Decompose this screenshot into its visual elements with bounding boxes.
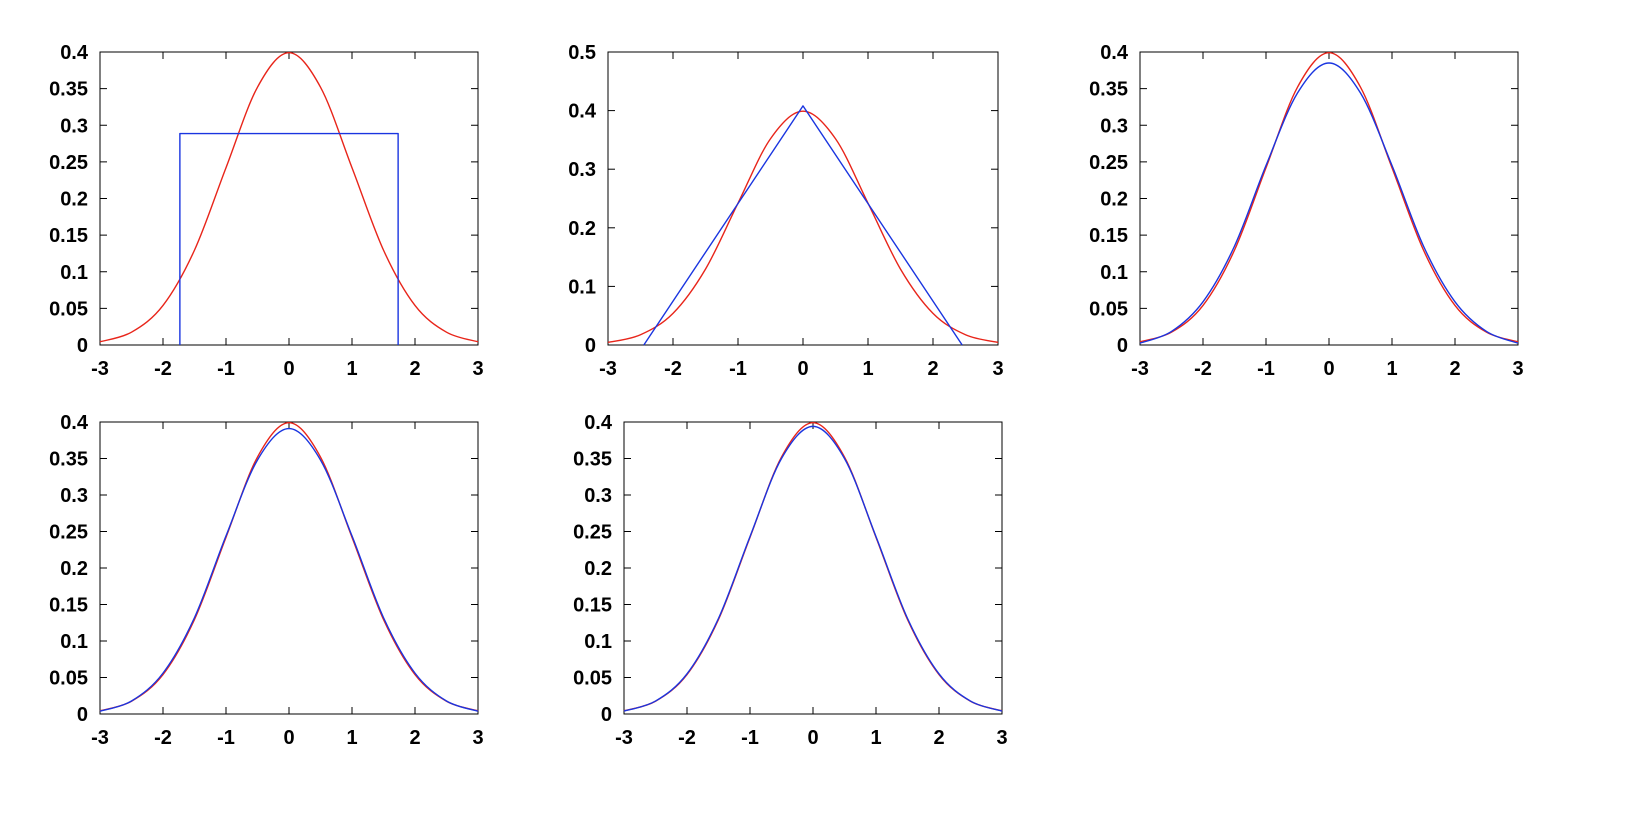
panel-1: 0 0.05 0.1 0.15 0.2 0.25 0.3 0.35 0.4 -3 -2 -1 0 1 2 3 [49,42,484,380]
x-tick-label: 1 [1386,358,1397,380]
y-tick-label: 0.2 [60,558,88,580]
x-tick-label: -1 [1257,358,1275,380]
x-tick-label: 2 [933,727,944,749]
y-tick-label: 0.35 [49,449,88,471]
series-line-2 [179,132,399,345]
y-tick-label: 0.1 [60,631,88,653]
plot-frame [99,421,479,715]
panel-2: 0 0.1 0.2 0.3 0.4 0.5 -3 -2 -1 0 1 2 3 [568,42,1003,380]
y-tick-label: 0.2 [60,189,88,211]
y-tick-label: 0.3 [60,485,88,507]
plot-frame [99,51,479,346]
y-tick-label: 0.1 [584,631,612,653]
y-tick-label: 0.05 [1089,298,1128,320]
y-tick-label: 0.15 [1089,225,1128,247]
series-line-2 [99,427,479,712]
y-tick-label: 0.5 [568,42,596,64]
y-tick-label: 0.2 [568,218,596,240]
y-tick-label: 0.2 [584,558,612,580]
x-tick-label: 1 [346,727,357,749]
x-tick-label: 0 [1323,358,1334,380]
y-tick-label: 0.35 [49,79,88,101]
y-tick-label: 0.4 [60,412,89,434]
series-line-1 [99,52,479,343]
y-tick-label: 0.15 [573,595,612,617]
x-tick-label: 0 [807,727,818,749]
y-tick-label: 0 [585,335,596,357]
x-tick-label: 3 [1512,358,1523,380]
x-tick-label: 1 [862,358,873,380]
y-tick-label: 0.3 [60,115,88,137]
plot-frame [1139,51,1519,346]
x-tick-label: -3 [1131,358,1149,380]
x-tick-label: 1 [346,358,357,380]
y-tick-label: 0.3 [584,485,612,507]
y-tick-label: 0.1 [1100,262,1128,284]
y-tick-label: 0.4 [1100,42,1129,64]
y-tick-label: 0.3 [1100,115,1128,137]
x-tick-label: -2 [678,727,696,749]
series-line-2 [643,105,963,346]
x-tick-label: -3 [599,358,617,380]
x-tick-label: -2 [664,358,682,380]
x-tick-label: -3 [615,727,633,749]
y-tick-label: 0.3 [568,159,596,181]
series-line-2 [623,425,1003,712]
x-tick-label: -3 [91,358,109,380]
y-tick-label: 0.05 [573,668,612,690]
x-tick-label: 2 [409,358,420,380]
y-tick-label: 0 [601,704,612,726]
y-tick-label: 0.25 [49,152,88,174]
y-tick-label: 0.05 [49,298,88,320]
y-tick-label: 0.35 [1089,79,1128,101]
panel-5: 0 0.05 0.1 0.15 0.2 0.25 0.3 0.35 0.4 -3 -2 -1 0 1 2 3 [573,412,1008,749]
x-tick-label: 0 [283,358,294,380]
x-tick-label: 0 [797,358,808,380]
y-tick-label: 0.15 [49,595,88,617]
plot-frame [623,421,1003,715]
x-tick-label: 3 [992,358,1003,380]
plot-frame [607,51,999,346]
y-tick-label: 0.4 [584,412,613,434]
panel-3: 0 0.05 0.1 0.15 0.2 0.25 0.3 0.35 0.4 -3 -2 -1 0 1 2 3 [1089,42,1524,380]
x-tick-label: -1 [217,727,235,749]
y-tick-label: 0.4 [568,101,597,123]
x-tick-label: -1 [729,358,747,380]
x-tick-label: 3 [472,358,483,380]
series-line-1 [1139,52,1519,343]
y-tick-label: 0 [1117,335,1128,357]
y-tick-label: 0 [77,704,88,726]
y-tick-label: 0.1 [60,262,88,284]
y-tick-label: 0.4 [60,42,89,64]
x-tick-label: 3 [472,727,483,749]
y-tick-label: 0 [77,335,88,357]
x-tick-label: -2 [1194,358,1212,380]
series-line-1 [623,422,1003,712]
x-tick-label: 1 [870,727,881,749]
y-tick-label: 0.1 [568,276,596,298]
y-tick-label: 0.25 [1089,152,1128,174]
series-line-1 [99,422,479,712]
x-tick-label: -2 [154,727,172,749]
x-tick-label: 2 [927,358,938,380]
x-tick-label: -1 [217,358,235,380]
x-tick-label: -1 [741,727,759,749]
y-tick-label: 0.15 [49,225,88,247]
y-tick-label: 0.25 [573,522,612,544]
x-tick-label: 2 [1449,358,1460,380]
y-tick-label: 0.05 [49,668,88,690]
series-line-2 [1139,62,1519,344]
x-tick-label: 2 [409,727,420,749]
panel-4: 0 0.05 0.1 0.15 0.2 0.25 0.3 0.35 0.4 -3 -2 -1 0 1 2 3 [49,412,484,749]
y-tick-label: 0.35 [573,449,612,471]
x-tick-label: -2 [154,358,172,380]
series-line-1 [607,110,999,344]
x-tick-label: 0 [283,727,294,749]
y-tick-label: 0.2 [1100,189,1128,211]
y-tick-label: 0.25 [49,522,88,544]
x-tick-label: -3 [91,727,109,749]
x-tick-label: 3 [996,727,1007,749]
